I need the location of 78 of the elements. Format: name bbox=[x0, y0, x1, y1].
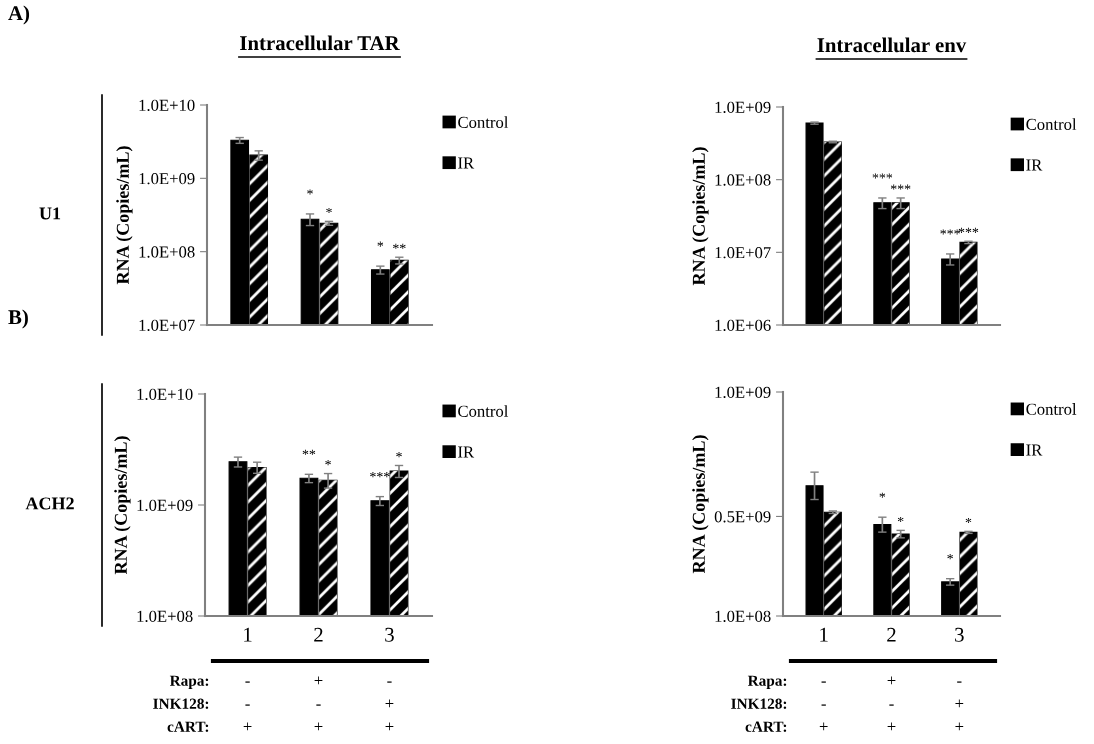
text: + bbox=[887, 722, 896, 731]
text: INK128: bbox=[731, 698, 787, 709]
y-axis-title: RNA (Copies/mL) bbox=[692, 147, 709, 286]
data-label: * bbox=[377, 241, 384, 247]
y-tick-label: 1.0E+08 bbox=[139, 246, 195, 258]
text: - bbox=[387, 681, 392, 683]
text: - bbox=[889, 704, 894, 706]
text: - bbox=[245, 704, 250, 706]
y-tick-label: 1.0E+07 bbox=[139, 319, 195, 332]
text: + bbox=[819, 722, 828, 731]
y-tick-label: 1.0E+09 bbox=[715, 101, 771, 114]
y-tick-label: 1.0E+07 bbox=[715, 247, 771, 259]
data-label: *** bbox=[940, 229, 960, 235]
text: - bbox=[316, 704, 321, 706]
text: Rapa: bbox=[169, 675, 209, 689]
x-tick-label: 3 bbox=[385, 627, 394, 642]
data-label: *** bbox=[370, 472, 390, 478]
data-label: * bbox=[965, 517, 972, 524]
text: Rapa: bbox=[747, 675, 787, 689]
y-tick-label: 1.0E+08 bbox=[715, 610, 771, 623]
y-tick-label: 1.0E+09 bbox=[137, 499, 193, 512]
legend-label: IR bbox=[1026, 159, 1043, 171]
chart-title: Intracellular env bbox=[817, 37, 967, 53]
legend-label: IR bbox=[1026, 444, 1043, 456]
text: B) bbox=[8, 309, 28, 329]
legend-label: Control bbox=[458, 405, 509, 417]
data-label: * bbox=[879, 492, 886, 498]
data-label: *** bbox=[890, 184, 911, 190]
x-tick-label: 2 bbox=[887, 627, 896, 642]
chart-title: Intracellular TAR bbox=[240, 35, 400, 51]
text: - bbox=[245, 681, 250, 683]
data-label: * bbox=[396, 452, 402, 458]
legend-label: Control bbox=[1026, 403, 1077, 415]
y-axis-title: RNA (Copies/mL) bbox=[114, 436, 131, 575]
legend-label: Control bbox=[458, 116, 509, 128]
text: INK128: bbox=[153, 698, 209, 709]
text: + bbox=[314, 676, 323, 685]
legend-label: Control bbox=[1026, 118, 1077, 130]
data-label: * bbox=[326, 207, 332, 214]
x-tick-label: 2 bbox=[314, 627, 323, 642]
data-label: * bbox=[325, 460, 331, 466]
x-tick-label: 1 bbox=[244, 627, 252, 642]
data-label: * bbox=[947, 554, 953, 560]
text: ACH2 bbox=[25, 497, 74, 510]
legend-label: IR bbox=[458, 446, 475, 458]
data-label: *** bbox=[958, 227, 979, 233]
text: + bbox=[955, 722, 964, 731]
text: + bbox=[243, 722, 252, 731]
x-tick-label: 1 bbox=[820, 627, 828, 642]
data-label: ** bbox=[393, 243, 406, 249]
legend-label: IR bbox=[458, 157, 475, 169]
x-tick-label: 3 bbox=[955, 627, 964, 642]
text: - bbox=[821, 704, 826, 706]
y-tick-label: 1.0E+09 bbox=[139, 173, 195, 185]
data-label: ** bbox=[302, 449, 316, 455]
text: + bbox=[955, 699, 964, 708]
text: + bbox=[385, 699, 394, 708]
data-label: * bbox=[307, 189, 313, 195]
text: + bbox=[314, 722, 323, 731]
text: U1 bbox=[39, 207, 61, 220]
text: cART: bbox=[167, 721, 209, 732]
data-label: * bbox=[897, 516, 904, 523]
text: - bbox=[957, 681, 962, 683]
y-tick-label: 1.0E+08 bbox=[137, 610, 193, 623]
y-tick-label: 1.0E+09 bbox=[715, 386, 771, 399]
text: - bbox=[821, 681, 826, 683]
y-tick-label: 1.0E+10 bbox=[139, 99, 195, 112]
y-axis-title: RNA (Copies/mL) bbox=[116, 146, 133, 285]
y-tick-label: 1.0E+10 bbox=[137, 388, 193, 401]
text: A) bbox=[8, 5, 30, 25]
y-axis-title: RNA (Copies/mL) bbox=[692, 435, 709, 574]
data-label: *** bbox=[872, 173, 893, 179]
y-tick-label: 1.0E+06 bbox=[715, 319, 771, 332]
text: + bbox=[385, 722, 394, 731]
text: cART: bbox=[745, 721, 787, 732]
text: + bbox=[887, 676, 896, 685]
y-tick-label: 1.0E+08 bbox=[715, 174, 771, 186]
y-tick-label: 0.5E+09 bbox=[714, 511, 771, 523]
